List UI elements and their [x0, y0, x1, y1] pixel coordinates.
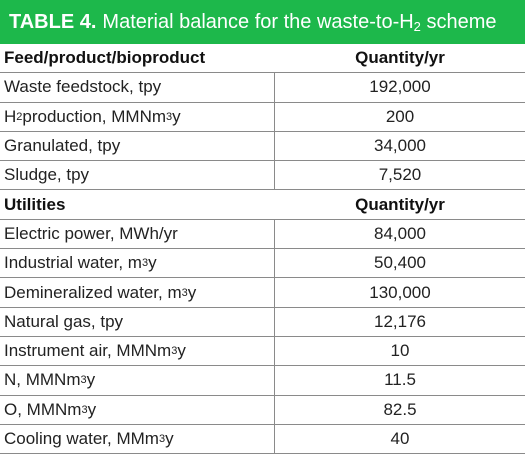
row-value: 10: [390, 341, 410, 361]
row-label: Cooling water, MMm 3 y: [0, 424, 275, 454]
row-label: Instrument air, MMNm 3 y: [0, 336, 275, 366]
section-header-row: Feed/product/bioproduct Quantity/yr: [0, 44, 525, 74]
header-cell-right: Quantity/yr: [355, 48, 445, 68]
row-label-text: Instrument air, MMNm: [4, 341, 172, 361]
row-label-text: y: [87, 399, 97, 419]
row-label-text: y: [177, 341, 186, 361]
row-value: 200: [385, 106, 415, 126]
table-row: Natural gas, tpy 12,176: [0, 307, 525, 337]
row-label-text: y: [148, 253, 157, 273]
table-title-bar: TABLE 4. Material balance for the waste-…: [0, 0, 525, 44]
table-body: Feed/product/bioproduct Quantity/yr Wast…: [0, 44, 525, 455]
row-value: 34,000: [374, 136, 426, 156]
header-cell-left: Utilities: [4, 194, 66, 214]
row-label-text: H: [4, 106, 17, 126]
row-label-text: production, MMNm: [22, 106, 167, 126]
row-value: 12,176: [374, 311, 426, 331]
row-label-text: N, MMNm: [4, 370, 81, 390]
row-label: Waste feedstock, tpy: [0, 73, 275, 102]
row-value: 130,000: [369, 282, 431, 302]
table-row: Instrument air, MMNm 3 y 10: [0, 336, 525, 367]
row-label: Sludge, tpy: [0, 161, 275, 190]
section-header-row: Utilities Quantity/yr: [0, 190, 525, 220]
header-cell-left: Feed/product/bioproduct: [4, 48, 206, 68]
row-label: N, MMNm 3 y: [0, 366, 275, 395]
row-label: Granulated, tpy: [0, 131, 275, 161]
row-value: 40: [390, 429, 410, 448]
row-value: 84,000: [374, 223, 426, 243]
row-label-text: y: [187, 282, 197, 302]
row-value: 7,520: [378, 165, 422, 185]
row-label-text: O, MMNm: [4, 399, 82, 419]
table-title-post: scheme: [420, 10, 497, 33]
row-label-text: Industrial water, m: [4, 253, 142, 273]
row-value: 192,000: [369, 77, 431, 97]
row-label: O, MMNm 3 y: [0, 395, 275, 424]
table-row: Cooling water, MMm 3 y 40: [0, 424, 525, 455]
table-row: Waste feedstock, tpy 192,000: [0, 73, 525, 103]
table-title-pre: Material balance for the waste-to-H: [102, 10, 414, 33]
table-row: Electric power, MWh/yr 84,000: [0, 219, 525, 250]
row-value: 82.5: [383, 399, 417, 419]
table-row: N, MMNm 3 y 11.5: [0, 366, 525, 396]
row-label-text: Cooling water, MMm: [4, 429, 159, 448]
table-number-label: TABLE 4.: [9, 10, 97, 33]
row-label: Natural gas, tpy: [0, 307, 275, 336]
row-value: 11.5: [384, 370, 416, 390]
row-label-text: Demineralized water, m: [4, 282, 182, 302]
header-cell-right: Quantity/yr: [355, 194, 445, 214]
row-label-text: y: [86, 370, 96, 390]
row-value: 50,400: [374, 253, 426, 273]
table-row: Sludge, tpy 7,520: [0, 161, 525, 191]
table-row: O, MMNm 3 y 82.5: [0, 395, 525, 425]
row-label-text: y: [165, 429, 174, 448]
row-label: Electric power, MWh/yr: [0, 219, 275, 249]
table-title: Material balance for the waste-to-H2 sch…: [102, 11, 496, 34]
table-title-subscript: 2: [413, 18, 421, 34]
table-row: Granulated, tpy 34,000: [0, 131, 525, 162]
row-label-text: y: [172, 106, 181, 126]
